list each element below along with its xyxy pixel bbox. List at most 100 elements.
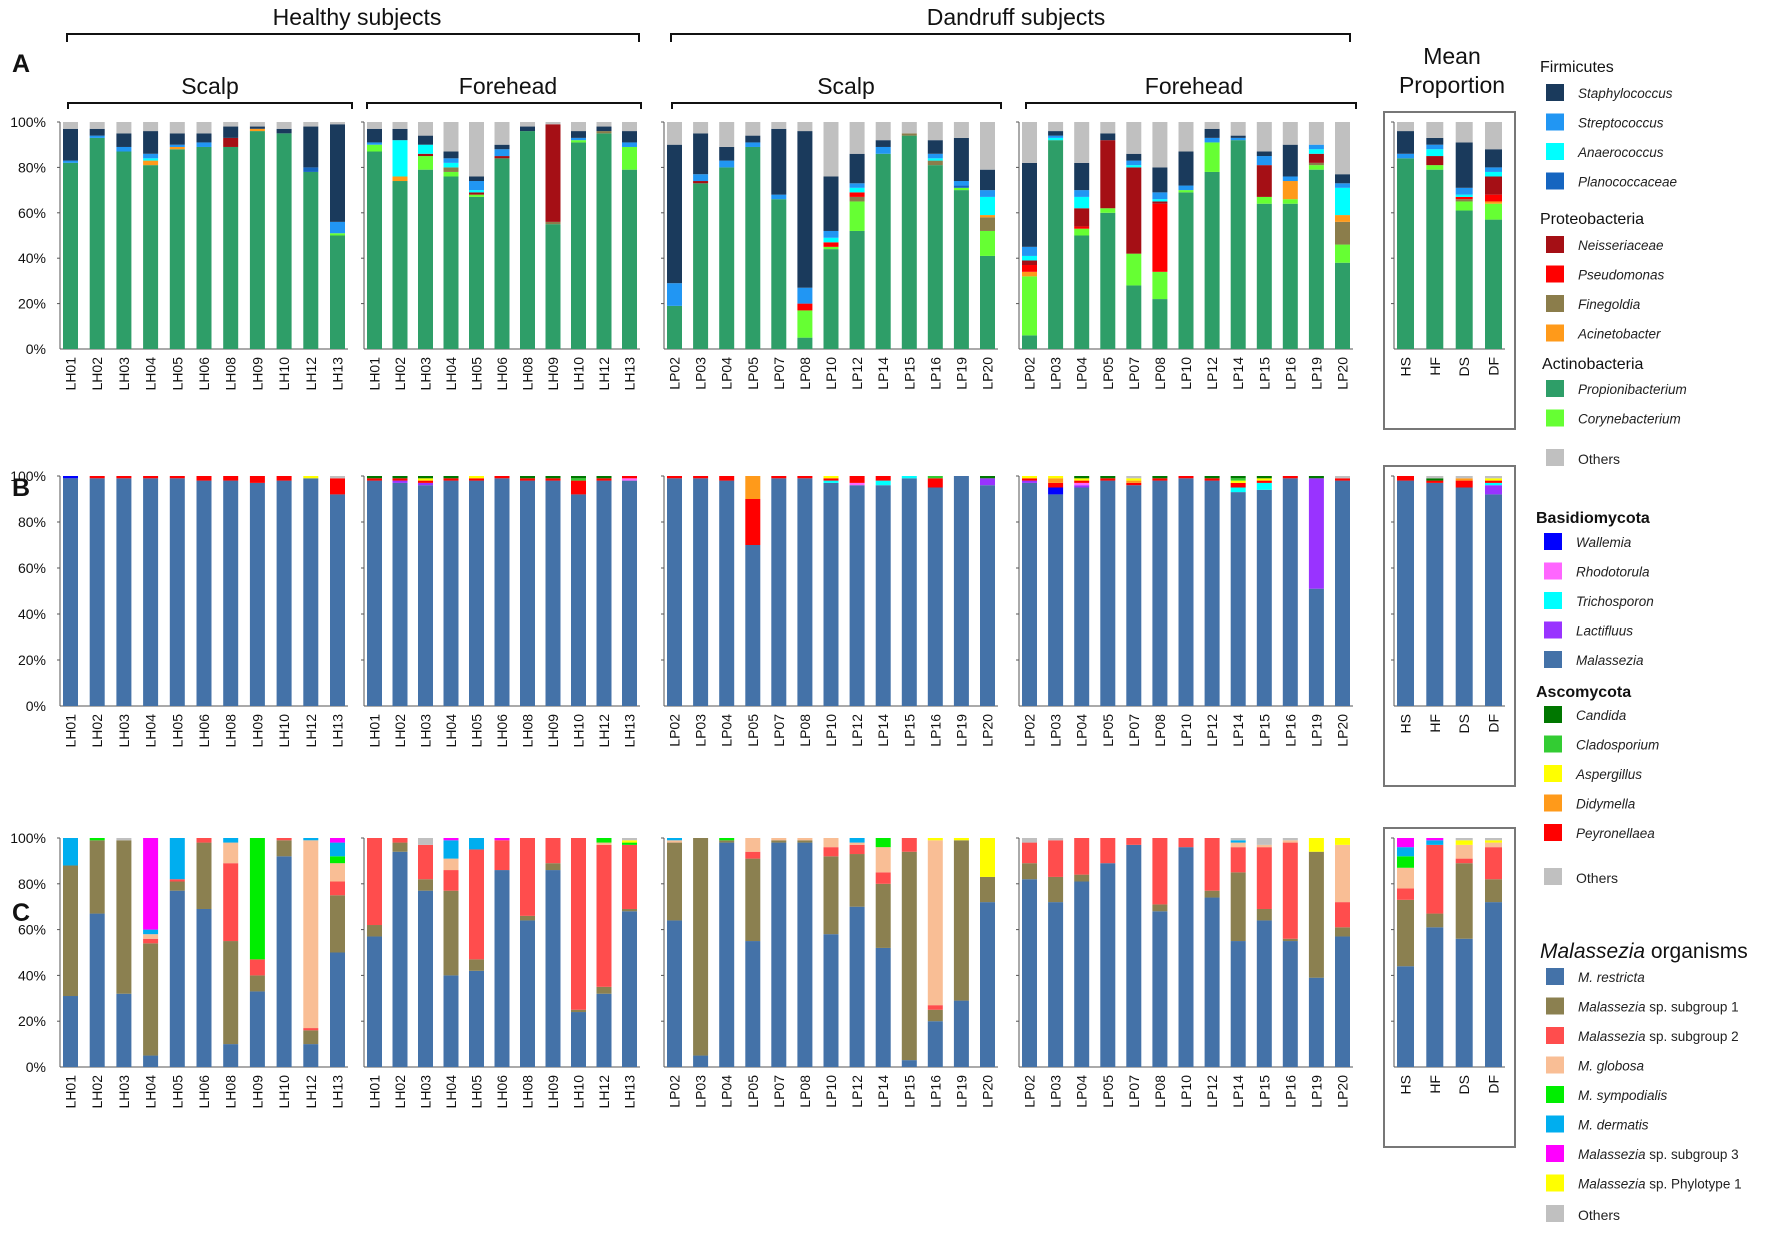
bar-segment-corynebacterium (571, 140, 586, 143)
stacked-bar-lp05: LP05 (1100, 476, 1116, 747)
bar-segment-propionibacterium (745, 146, 761, 349)
bar-segment-others (1074, 122, 1090, 163)
mean-proportion-frame (1383, 111, 1516, 430)
stacked-bar-lh04: LH04 (143, 122, 159, 390)
stacked-bar-lp20: LP20 (980, 122, 996, 390)
legend-swatch-staphylococcus (1546, 84, 1564, 101)
stacked-bar-lh09: LH09 (545, 476, 561, 747)
bar-segment-others (330, 122, 345, 125)
bar-segment-staphylococcus (367, 128, 382, 143)
bar-segment-aspergillus (303, 476, 319, 479)
bar-segment-malassezia-sp-subgroup-2 (249, 959, 265, 976)
legend-label: Candida (1576, 708, 1627, 723)
x-tick-label: LH03 (116, 1075, 132, 1109)
bar-segment-malassezia-sp-phylotype-1 (1485, 840, 1502, 843)
bar-segment-propionibacterium (196, 146, 212, 349)
x-tick-label: LP19 (953, 714, 969, 747)
bar-segment-m-restricta (1022, 879, 1037, 1067)
legend-swatch-propionibacterium (1546, 380, 1564, 397)
stacked-bar-lh05: LH05 (169, 838, 185, 1108)
bar-segment-m-restricta (1178, 847, 1194, 1067)
mean-proportion-frame (1383, 465, 1516, 787)
bar-segment-anaerococcus (1022, 255, 1037, 261)
x-tick-label: LP05 (745, 357, 761, 390)
bar-segment-propionibacterium (1048, 140, 1064, 349)
bar-segment-malassezia-sp-subgroup-2 (545, 838, 561, 864)
bar-segment-staphylococcus (1230, 135, 1246, 138)
bar-segment-malassezia-sp-subgroup-1 (719, 840, 735, 843)
bar-segment-malassezia (745, 545, 761, 706)
x-tick-label: LH12 (596, 1075, 612, 1109)
y-tick-label: 60% (18, 560, 46, 576)
bar-segment-m-dermatis (63, 838, 78, 866)
bar-segment-m-restricta (980, 902, 995, 1067)
bar-segment-malassezia-sp-subgroup-1 (223, 941, 239, 1045)
bar-segment-anaerococcus (1426, 149, 1444, 157)
bar-segment-anaerococcus (1455, 194, 1473, 197)
bar-segment-streptococcus (927, 153, 943, 159)
bar-segment-staphylococcus (63, 128, 78, 161)
bar-segment-malassezia-sp-subgroup-2 (1397, 888, 1414, 900)
bar-segment-malassezia-sp-subgroup-1 (545, 863, 561, 871)
bar-segment-peyronellaea (249, 476, 265, 483)
legend-swatch-candida (1544, 706, 1562, 723)
x-tick-label: LP12 (1204, 357, 1220, 390)
bar-segment-staphylococcus (953, 137, 969, 182)
stacked-bar-lp15: LP15 (901, 838, 917, 1108)
bar-segment-malassezia (63, 478, 78, 706)
bar-segment-corynebacterium (1022, 276, 1037, 336)
legend-swatch-pseudomonas (1546, 265, 1564, 283)
bar-segment-malassezia-sp-subgroup-1 (875, 883, 891, 948)
bar-segment-malassezia-sp-subgroup-2 (367, 838, 382, 926)
x-tick-label: LH09 (545, 1075, 561, 1109)
legend-label: Finegoldia (1578, 297, 1641, 312)
bar-segment-propionibacterium (901, 135, 917, 349)
bar-segment-aspergillus (823, 476, 839, 479)
stacked-bar-lp12: LP12 (849, 476, 865, 747)
bar-segment-others (745, 122, 761, 136)
bar-segment-others (249, 122, 265, 127)
mean-title-line1: Mean (1423, 43, 1481, 69)
bar-segment-anaerococcus (1335, 187, 1350, 216)
stacked-bar-lh12: LH12 (596, 476, 612, 747)
x-tick-label: LP12 (849, 714, 865, 747)
bar-segment-malassezia (596, 480, 612, 706)
bar-segment-streptococcus (1126, 160, 1142, 166)
bar-segment-m-globosa (1397, 867, 1414, 889)
bar-segment-malassezia (89, 478, 105, 706)
stacked-bar-lh08: LH08 (223, 838, 239, 1108)
bar-segment-m-globosa (1282, 840, 1298, 843)
legend-swatch-lactifluus (1544, 621, 1562, 639)
x-tick-label: LP08 (1152, 357, 1168, 390)
stacked-bar-lh12: LH12 (303, 122, 319, 390)
bar-segment-staphylococcus (596, 126, 612, 132)
bar-segment-staphylococcus (1256, 151, 1272, 157)
bar-segment-lactifluus (1074, 485, 1090, 488)
bar-segment-aspergillus (1485, 478, 1502, 481)
bar-segment-propionibacterium (367, 151, 382, 349)
x-tick-label: LH06 (494, 1075, 510, 1109)
x-tick-label: LP15 (1256, 1075, 1272, 1108)
x-tick-label: LP10 (823, 714, 839, 747)
bar-segment-malassezia-sp-subgroup-2 (875, 872, 891, 884)
stacked-bar-lp08: LP08 (797, 122, 813, 390)
bar-segment-malassezia-sp-subgroup-1 (143, 943, 159, 1056)
x-tick-label: LP20 (980, 714, 996, 747)
bar-segment-lactifluus (1485, 485, 1502, 495)
x-tick-label: LH13 (622, 1075, 638, 1109)
x-tick-label: LP19 (1308, 714, 1324, 747)
bar-segment-propionibacterium (1308, 169, 1324, 349)
legend-label: Planococcaceae (1578, 175, 1677, 190)
stacked-bar-lp07: LP07 (771, 122, 787, 390)
bar-segment-propionibacterium (797, 337, 813, 349)
bar-segment-candida (1204, 476, 1220, 479)
stacked-bar-lh09: LH09 (249, 476, 265, 747)
stacked-bar-lp02: LP02 (1022, 122, 1038, 390)
bar-segment-propionibacterium (143, 165, 159, 349)
bar-segment-malassezia-sp-subgroup-1 (745, 858, 761, 942)
stacked-bar-lh13: LH13 (622, 476, 638, 747)
bar-segment-others (953, 122, 969, 138)
bar-segment-malassezia-sp-subgroup-1 (392, 842, 408, 852)
bar-segment-malassezia (1256, 489, 1272, 706)
bar-segment-streptococcus (771, 194, 787, 200)
